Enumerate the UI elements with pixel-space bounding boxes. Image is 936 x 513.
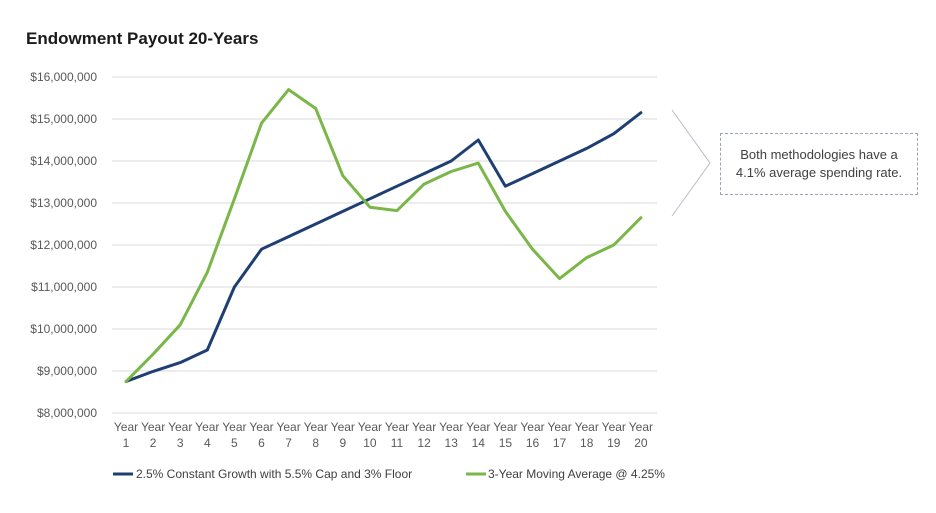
- x-tick-label: Year 14: [466, 420, 490, 450]
- x-tick-label: Year 18: [575, 420, 599, 450]
- series-line-moving-average: [124, 88, 643, 383]
- y-tick-label: $11,000,000: [31, 280, 97, 294]
- legend-label-constant-growth: 2.5% Constant Growth with 5.5% Cap and 3…: [136, 467, 412, 481]
- series-lines: [124, 88, 643, 383]
- x-tick-label: Year 12: [412, 420, 436, 450]
- legend-label-moving-average: 3-Year Moving Average @ 4.25%: [488, 467, 665, 481]
- x-tick-label: Year 15: [493, 420, 517, 450]
- y-tick-label: $10,000,000: [30, 322, 97, 336]
- x-tick-label: Year 11: [385, 420, 409, 450]
- y-tick-label: $12,000,000: [30, 238, 97, 252]
- x-tick-label: Year 20: [629, 420, 653, 450]
- callout-pointer: [671, 109, 711, 217]
- x-tick-label: Year 2: [141, 420, 165, 450]
- y-tick-label: $16,000,000: [30, 70, 97, 84]
- x-tick-label: Year 4: [195, 420, 219, 450]
- x-tick-label: Year 3: [168, 420, 192, 450]
- x-tick-label: Year 13: [439, 420, 463, 450]
- y-tick-label: $13,000,000: [30, 196, 97, 210]
- x-tick-label: Year 10: [358, 420, 382, 450]
- y-tick-label: $8,000,000: [37, 406, 97, 420]
- x-tick-label: Year 6: [249, 420, 273, 450]
- x-tick-label: Year 19: [602, 420, 626, 450]
- x-tick-label: Year 7: [276, 420, 300, 450]
- y-tick-label: $14,000,000: [30, 154, 97, 168]
- x-tick-label: Year 1: [114, 420, 138, 450]
- x-tick-label: Year 9: [331, 420, 355, 450]
- x-tick-label: Year 8: [304, 420, 328, 450]
- x-tick-label: Year 5: [222, 420, 246, 450]
- callout-annotation: Both methodologies have a 4.1% average s…: [720, 133, 918, 195]
- series-line-constant-growth: [124, 111, 643, 383]
- y-tick-label: $9,000,000: [37, 364, 97, 378]
- chart-title: Endowment Payout 20-Years: [26, 29, 258, 48]
- x-tick-label: Year 16: [520, 420, 544, 450]
- legend: 2.5% Constant Growth with 5.5% Cap and 3…: [113, 467, 665, 481]
- y-tick-label: $15,000,000: [30, 112, 97, 126]
- gridlines: [112, 76, 657, 414]
- x-tick-label: Year 17: [547, 420, 571, 450]
- y-axis-ticks: $8,000,000 $9,000,000 $10,000,000 $11,000,0…: [30, 70, 97, 420]
